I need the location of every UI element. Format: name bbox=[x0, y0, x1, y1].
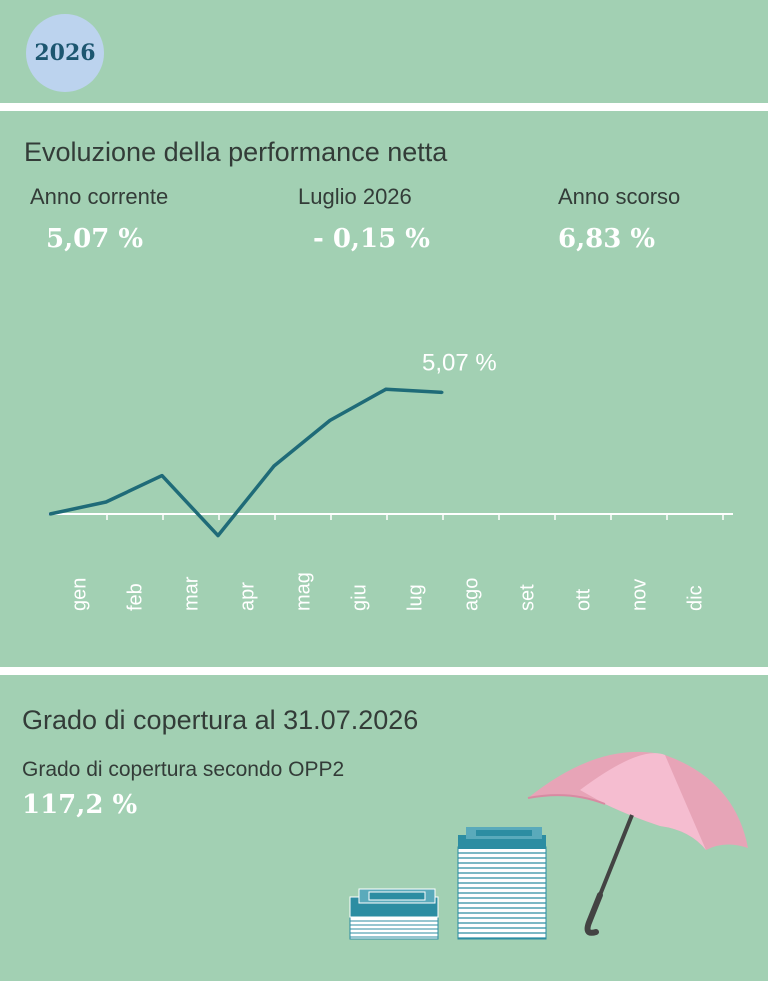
x-tick-label-mag: mag bbox=[292, 572, 314, 611]
x-tick-label-giu: giu bbox=[348, 584, 370, 611]
data-point-apr bbox=[272, 464, 276, 468]
umbrella-icon bbox=[527, 751, 748, 936]
performance-title: Evoluzione della performance netta bbox=[24, 137, 448, 167]
performance-line-chart: gen feb mar apr mag giu lug ago set ott nov dic 5,07… bbox=[48, 349, 733, 611]
coverage-title: Grado di copertura al 31.07.2026 bbox=[22, 705, 419, 735]
performance-series-line bbox=[49, 387, 443, 538]
data-point-mar bbox=[216, 534, 220, 538]
year-badge: 2026 bbox=[26, 14, 104, 92]
data-point-gen bbox=[104, 500, 108, 504]
x-tick-label-dic: dic bbox=[684, 585, 706, 611]
x-tick-label-gen: gen bbox=[68, 578, 90, 611]
stat-label-current-year: Anno corrente bbox=[30, 184, 169, 209]
data-point-giu bbox=[384, 387, 388, 391]
x-tick-label-apr: apr bbox=[236, 582, 258, 611]
x-tick-label-nov: nov bbox=[628, 579, 650, 611]
stat-label-last-year: Anno scorso bbox=[558, 184, 681, 209]
x-tick-label-mar: mar bbox=[180, 576, 202, 611]
header-panel: 2026 bbox=[0, 0, 768, 103]
stat-value-current-year: 5,07 % bbox=[46, 224, 144, 254]
performance-panel: Evoluzione della performance netta Anno … bbox=[0, 111, 768, 667]
money-stack-small-icon bbox=[349, 888, 439, 940]
x-tick-label-lug: lug bbox=[404, 584, 426, 611]
stat-label-month: Luglio 2026 bbox=[298, 184, 412, 209]
data-point-start bbox=[48, 512, 52, 516]
x-tick-label-ago: ago bbox=[460, 578, 482, 611]
x-tick-label-ott: ott bbox=[572, 588, 594, 611]
coverage-label: Grado di copertura secondo OPP2 bbox=[22, 758, 345, 781]
coverage-panel: Grado di copertura al 31.07.2026 Grado d… bbox=[0, 675, 768, 981]
data-point-mag bbox=[328, 418, 332, 422]
data-point-feb bbox=[160, 474, 164, 478]
x-tick-label-set: set bbox=[516, 584, 538, 611]
stat-value-last-year: 6,83 % bbox=[558, 224, 656, 254]
series-end-label: 5,07 % bbox=[422, 349, 497, 376]
divider-middle bbox=[0, 667, 768, 675]
stat-value-month: - 0,15 % bbox=[313, 224, 430, 254]
coverage-value: 117,2 % bbox=[22, 790, 138, 820]
data-point-lug bbox=[440, 390, 444, 394]
money-stack-large-icon bbox=[457, 827, 547, 940]
divider-top bbox=[0, 103, 768, 111]
x-tick-label-feb: feb bbox=[124, 583, 146, 611]
